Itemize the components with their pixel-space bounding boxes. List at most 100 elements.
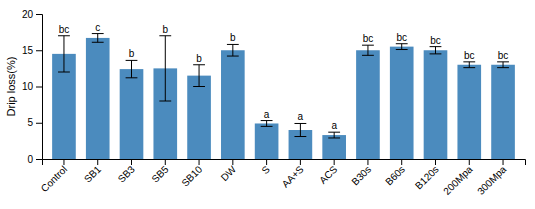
y-tick-label: 5 bbox=[27, 117, 33, 128]
error-stem bbox=[199, 65, 200, 87]
annotation: bc bbox=[363, 33, 374, 44]
x-axis: Control SB1 SB3 SB5 SB10 DW S AA+S ACS B30s B60sB1… bbox=[39, 159, 526, 197]
error-stem bbox=[165, 36, 166, 101]
error-cap bbox=[396, 43, 408, 44]
x-tick-label: SB5 bbox=[149, 163, 170, 184]
y-tick-mark bbox=[36, 14, 42, 15]
y-tick-mark bbox=[36, 159, 42, 160]
x-tick: 200Mpa bbox=[441, 159, 475, 197]
x-tick-mark bbox=[232, 159, 233, 165]
x-tick-label: B60s bbox=[383, 164, 407, 188]
y-tick: 10 bbox=[22, 81, 42, 92]
error-cap bbox=[227, 44, 239, 45]
error-cap bbox=[261, 120, 273, 121]
x-tick-mark bbox=[503, 159, 504, 165]
chart: bccbbbbaaabcbcbcbcbc05101520ControlSB1SB… bbox=[0, 0, 535, 209]
error-cap bbox=[58, 35, 70, 36]
x-tick: SB5 bbox=[149, 159, 170, 185]
x-tick-label: B120s bbox=[413, 164, 441, 192]
x-tick-label: Control bbox=[39, 164, 70, 195]
error-cap bbox=[362, 55, 374, 56]
error-stem bbox=[266, 121, 267, 127]
bar bbox=[424, 50, 448, 159]
x-tick-mark bbox=[165, 159, 166, 165]
error-cap bbox=[159, 35, 171, 36]
x-tick-label: DW bbox=[219, 163, 239, 183]
bar bbox=[457, 65, 481, 159]
y-tick: 0 bbox=[27, 154, 42, 165]
x-tick: S bbox=[259, 159, 272, 176]
error-cap bbox=[430, 53, 442, 54]
x-tick-label: 300Mpa bbox=[475, 163, 509, 197]
error-bar bbox=[362, 45, 374, 55]
y-axis-title: Drip loss(%) bbox=[5, 57, 17, 117]
y-axis-line bbox=[36, 15, 43, 160]
x-tick: ACS bbox=[317, 159, 340, 186]
x-tick: DW bbox=[219, 159, 239, 183]
error-bar bbox=[261, 121, 273, 127]
error-bar bbox=[463, 62, 475, 68]
error-cap bbox=[497, 67, 509, 68]
x-tick-mark bbox=[199, 159, 200, 165]
x-tick: B60s bbox=[383, 159, 407, 187]
x-tick-label: B30s bbox=[349, 164, 373, 188]
x-tick-label: AA+S bbox=[280, 163, 306, 189]
error-cap bbox=[294, 123, 306, 124]
x-tick: B120s bbox=[413, 159, 441, 191]
y-tick-label: 0 bbox=[27, 154, 33, 165]
error-cap bbox=[294, 136, 306, 137]
error-cap bbox=[328, 137, 340, 138]
bar bbox=[491, 65, 515, 159]
annotation: bc bbox=[430, 35, 441, 46]
error-bar bbox=[58, 36, 70, 72]
x-axis-line bbox=[43, 160, 526, 166]
x-tick: AA+S bbox=[280, 159, 306, 190]
plot-area: bccbbbbaaabcbcbcbcbc05101520ControlSB1SB… bbox=[22, 9, 526, 197]
x-tick: SB1 bbox=[82, 159, 103, 185]
error-stem bbox=[367, 45, 368, 55]
error-bar bbox=[328, 132, 340, 138]
annotation: bc bbox=[498, 50, 509, 61]
annotation: b bbox=[230, 32, 236, 43]
x-tick: SB3 bbox=[116, 159, 137, 185]
y-tick: 20 bbox=[22, 9, 42, 20]
error-cap bbox=[92, 33, 104, 34]
error-stem bbox=[63, 36, 64, 72]
error-cap bbox=[261, 126, 273, 127]
error-cap bbox=[193, 86, 205, 87]
annotation: bc bbox=[396, 32, 407, 43]
annotation: b bbox=[129, 48, 135, 59]
bar bbox=[356, 50, 380, 159]
bar bbox=[221, 50, 245, 159]
error-bar bbox=[294, 123, 306, 136]
bar bbox=[322, 135, 346, 159]
error-bar bbox=[92, 34, 104, 43]
annotation: a bbox=[331, 120, 337, 131]
error-cap bbox=[193, 64, 205, 65]
error-cap bbox=[92, 42, 104, 43]
x-tick-mark bbox=[435, 159, 436, 165]
bar bbox=[86, 38, 110, 159]
error-stem bbox=[401, 44, 402, 50]
error-cap bbox=[362, 45, 374, 46]
error-cap bbox=[396, 49, 408, 50]
error-bar bbox=[497, 62, 509, 68]
bar bbox=[120, 69, 144, 159]
error-cap bbox=[328, 132, 340, 133]
error-cap bbox=[430, 46, 442, 47]
error-stem bbox=[232, 44, 233, 56]
error-bar bbox=[126, 60, 138, 77]
error-bar bbox=[430, 47, 442, 54]
x-tick-mark bbox=[131, 159, 132, 165]
error-cap bbox=[497, 61, 509, 62]
error-cap bbox=[227, 56, 239, 57]
x-tick-mark bbox=[334, 159, 335, 165]
annotation: a bbox=[298, 111, 304, 122]
y-axis: 05101520 bbox=[22, 9, 43, 165]
x-tick-label: SB10 bbox=[179, 163, 204, 188]
x-tick-label: 200Mpa bbox=[441, 163, 475, 197]
error-cap bbox=[126, 77, 138, 78]
x-tick-label: ACS bbox=[317, 163, 340, 186]
y-tick-mark bbox=[36, 123, 42, 124]
x-tick: B30s bbox=[349, 159, 373, 187]
